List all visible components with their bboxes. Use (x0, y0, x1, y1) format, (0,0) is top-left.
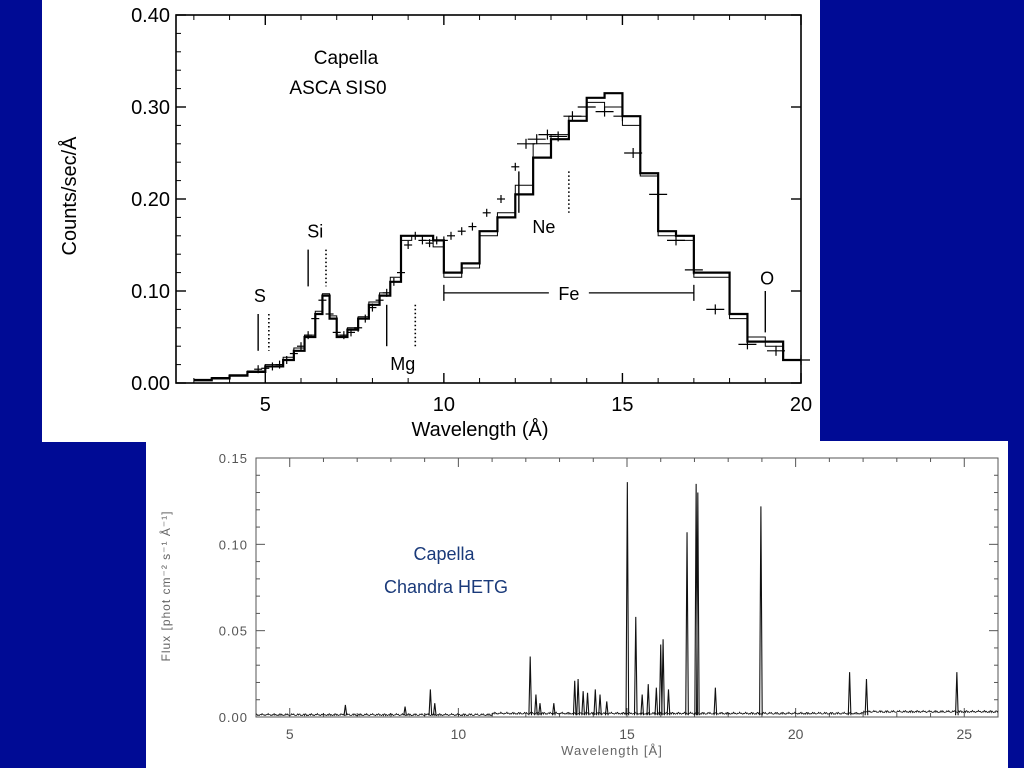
fe-label: Fe (558, 284, 579, 304)
chandra-emission-line (847, 672, 852, 716)
asca-y-tick-label: 0.40 (131, 5, 170, 27)
chandra-x-tick-label: 20 (788, 726, 804, 742)
chandra-emission-line (759, 506, 763, 716)
chandra-emission-line (581, 691, 586, 716)
asca-chart-panel: 5 10 15 20 0.00 0.10 0.20 0.30 0.40 S Si Mg Ne Fe O Ca… (42, 0, 820, 442)
chandra-emission-line (864, 678, 869, 716)
chandra-emission-line (713, 687, 718, 716)
asca-chart-subtitle: ASCA SIS0 (289, 78, 386, 99)
element-label-ne: Ne (532, 217, 555, 237)
chandra-emission-line (534, 694, 538, 716)
chandra-emission-line (604, 701, 609, 716)
asca-x-tick-label: 5 (260, 394, 271, 416)
asca-y-axis-label: Counts/sec/Å (58, 136, 81, 256)
fe-label-backdrop (548, 280, 589, 305)
chandra-emission-line (538, 703, 542, 716)
chandra-emission-line (528, 656, 533, 716)
chandra-y-tick-label: 0.15 (219, 451, 248, 466)
chandra-continuum-line (255, 709, 999, 717)
chandra-emission-line (640, 694, 645, 716)
asca-x-axis-label: Wavelength (Å) (411, 418, 548, 441)
element-label-si: Si (307, 222, 323, 242)
asca-y-tick-label: 0.10 (131, 281, 170, 303)
chandra-x-tick-label: 5 (286, 726, 294, 742)
chandra-y-tick-label: 0.00 (219, 710, 248, 725)
element-label-o: O (760, 269, 774, 289)
chandra-emission-line (654, 687, 659, 716)
chandra-emission-line (661, 639, 665, 716)
asca-chart-title: Capella (314, 48, 379, 69)
chandra-x-tick-label: 25 (956, 726, 972, 742)
chandra-emission-line (576, 678, 580, 716)
asca-x-tick-label: 10 (433, 394, 455, 416)
chandra-emission-line (572, 680, 577, 716)
asca-model-thick-line (193, 92, 801, 382)
asca-y-tick-label: 0.00 (131, 373, 170, 395)
chandra-chart-panel: 5 10 15 20 25 0.00 0.05 0.10 0.15 Capella Chandr… (146, 441, 1008, 768)
chandra-emission-line (695, 492, 700, 716)
chandra-emission-line (343, 704, 348, 716)
chandra-y-tick-label: 0.10 (219, 537, 248, 552)
chandra-x-tick-label: 10 (451, 726, 467, 742)
asca-x-tick-label: 20 (790, 394, 812, 416)
chandra-emission-line (551, 703, 556, 716)
asca-y-tick-label: 0.20 (131, 189, 170, 211)
chandra-emission-line (598, 694, 602, 716)
chandra-emission-line (403, 706, 407, 716)
chandra-y-axis-label: Flux [phot cm⁻² s⁻¹ Å⁻¹] (158, 510, 173, 661)
chandra-chart-title: Capella (413, 544, 475, 564)
chandra-y-tick-label: 0.05 (219, 624, 248, 639)
chandra-emission-line (666, 689, 671, 716)
chandra-x-axis-label: Wavelength [Å] (561, 743, 663, 758)
chandra-emission-line (428, 689, 433, 716)
chandra-emission-line (593, 689, 598, 716)
element-label-mg: Mg (390, 354, 415, 374)
chandra-emission-line (646, 684, 651, 716)
chandra-emission-line (955, 672, 959, 716)
chandra-emission-line (625, 482, 630, 716)
asca-plot-frame (175, 14, 802, 384)
chandra-emission-line (685, 532, 689, 716)
chandra-chart-subtitle: Chandra HETG (384, 577, 508, 597)
asca-model-thin-line (193, 101, 801, 380)
chandra-emission-line (585, 692, 590, 716)
chandra-marks: 5 10 15 20 25 0.00 0.05 0.10 0.15 (219, 451, 999, 742)
asca-spectrum-chart: 5 10 15 20 0.00 0.10 0.20 0.30 0.40 S Si Mg Ne Fe O Ca… (58, 5, 812, 441)
chandra-emission-line (633, 616, 638, 716)
chandra-x-tick-label: 15 (619, 726, 635, 742)
asca-x-tick-label: 15 (611, 394, 633, 416)
element-label-s: S (254, 286, 266, 306)
asca-y-tick-label: 0.30 (131, 97, 170, 119)
asca-marks: 5 10 15 20 0.00 0.10 0.20 0.30 0.40 S Si Mg Ne Fe O (131, 5, 812, 416)
chandra-emission-line (658, 644, 663, 716)
chandra-emission-line (432, 703, 437, 716)
chandra-spectrum-chart: 5 10 15 20 25 0.00 0.05 0.10 0.15 Capella Chandr… (158, 451, 999, 758)
